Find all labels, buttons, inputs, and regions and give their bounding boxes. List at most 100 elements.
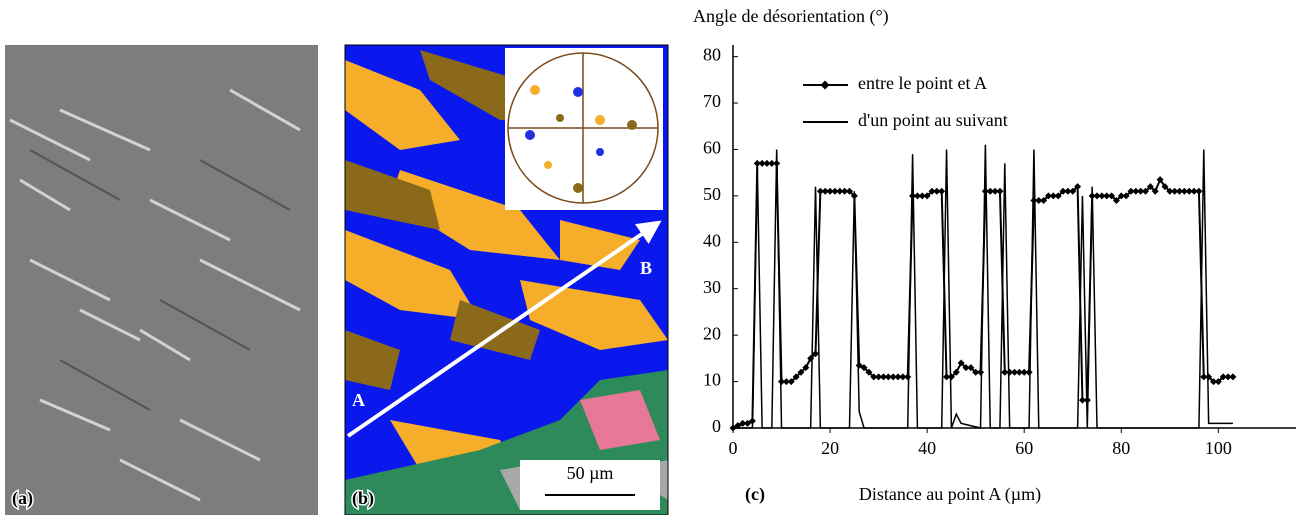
- data-point: [865, 368, 873, 376]
- data-point: [831, 187, 839, 195]
- data-point: [797, 368, 805, 376]
- x-tick-label: 0: [729, 438, 738, 458]
- data-point: [996, 187, 1004, 195]
- y-tick-label: 10: [703, 370, 721, 390]
- chart: Angle de désorientation (°) Distance au …: [693, 6, 1296, 505]
- y-tick-label: 70: [703, 91, 721, 111]
- data-point: [923, 192, 931, 200]
- data-point: [1214, 378, 1222, 386]
- data-point: [812, 350, 820, 358]
- data-point: [952, 368, 960, 376]
- data-point: [1015, 368, 1023, 376]
- data-point: [943, 373, 951, 381]
- micrograph-a: (a): [5, 45, 318, 515]
- data-point: [1171, 187, 1179, 195]
- series-line: [733, 144, 1233, 429]
- data-point: [1064, 187, 1072, 195]
- data-point: [1025, 368, 1033, 376]
- data-point: [899, 373, 907, 381]
- data-point: [792, 373, 800, 381]
- data-point: [1176, 187, 1184, 195]
- data-point: [1001, 368, 1009, 376]
- y-tick-label: 80: [703, 45, 721, 65]
- data-point: [845, 187, 853, 195]
- point-label: B: [640, 258, 652, 278]
- data-point: [1190, 187, 1198, 195]
- data-point: [787, 378, 795, 386]
- data-point: [904, 373, 912, 381]
- data-point: [889, 373, 897, 381]
- y-tick-label: 40: [703, 230, 721, 250]
- data-point: [1146, 183, 1154, 191]
- data-point: [918, 192, 926, 200]
- ebsd-map-b: 50 µm A B (b): [345, 45, 668, 515]
- x-tick-label: 80: [1112, 438, 1130, 458]
- data-point: [933, 187, 941, 195]
- data-point: [1122, 192, 1130, 200]
- data-point: [967, 364, 975, 372]
- data-point: [1074, 183, 1082, 191]
- data-point: [894, 373, 902, 381]
- data-point: [821, 187, 829, 195]
- data-point: [884, 373, 892, 381]
- data-point: [1156, 176, 1164, 184]
- panel-label: (c): [745, 484, 765, 505]
- panel-label: (b): [352, 488, 374, 509]
- data-point: [913, 192, 921, 200]
- data-point: [1166, 187, 1174, 195]
- data-point: [879, 373, 887, 381]
- data-point: [768, 159, 776, 167]
- data-point: [1040, 197, 1048, 205]
- data-point: [1020, 368, 1028, 376]
- data-point: [962, 364, 970, 372]
- data-point: [836, 187, 844, 195]
- data-point: [763, 159, 771, 167]
- y-tick-label: 50: [703, 184, 721, 204]
- data-point: [1049, 192, 1057, 200]
- data-point: [744, 419, 752, 427]
- legend-label: d'un point au suivant: [858, 110, 1008, 130]
- data-point: [928, 187, 936, 195]
- data-point: [1205, 373, 1213, 381]
- data-point: [1151, 187, 1159, 195]
- data-point: [1132, 187, 1140, 195]
- data-point: [1044, 192, 1052, 200]
- x-tick-label: 20: [821, 438, 839, 458]
- data-point: [802, 364, 810, 372]
- data-point: [1054, 192, 1062, 200]
- data-point: [1069, 187, 1077, 195]
- point-label: A: [352, 390, 365, 410]
- data-point: [1137, 187, 1145, 195]
- data-point: [739, 419, 747, 427]
- data-point: [991, 187, 999, 195]
- data-point: [947, 373, 955, 381]
- legend-label: entre le point et A: [858, 73, 987, 93]
- data-point: [957, 359, 965, 367]
- data-point: [1200, 373, 1208, 381]
- data-point: [1224, 373, 1232, 381]
- data-point: [816, 187, 824, 195]
- data-point: [1209, 378, 1217, 386]
- y-tick-label: 30: [703, 277, 721, 297]
- data-point: [981, 187, 989, 195]
- data-point: [778, 378, 786, 386]
- x-tick-label: 40: [918, 438, 936, 458]
- data-point: [1108, 192, 1116, 200]
- data-point: [977, 368, 985, 376]
- data-point: [1161, 183, 1169, 191]
- data-point: [1142, 187, 1150, 195]
- data-point: [1229, 373, 1237, 381]
- x-tick-label: 60: [1015, 438, 1033, 458]
- data-point: [1103, 192, 1111, 200]
- panel-label: (a): [12, 488, 33, 509]
- data-point: [986, 187, 994, 195]
- data-point: [1127, 187, 1135, 195]
- data-point: [1035, 197, 1043, 205]
- data-point: [841, 187, 849, 195]
- data-point: [1195, 187, 1203, 195]
- y-tick-label: 60: [703, 138, 721, 158]
- scale-bar-label: 50 µm: [567, 463, 614, 483]
- data-point: [758, 159, 766, 167]
